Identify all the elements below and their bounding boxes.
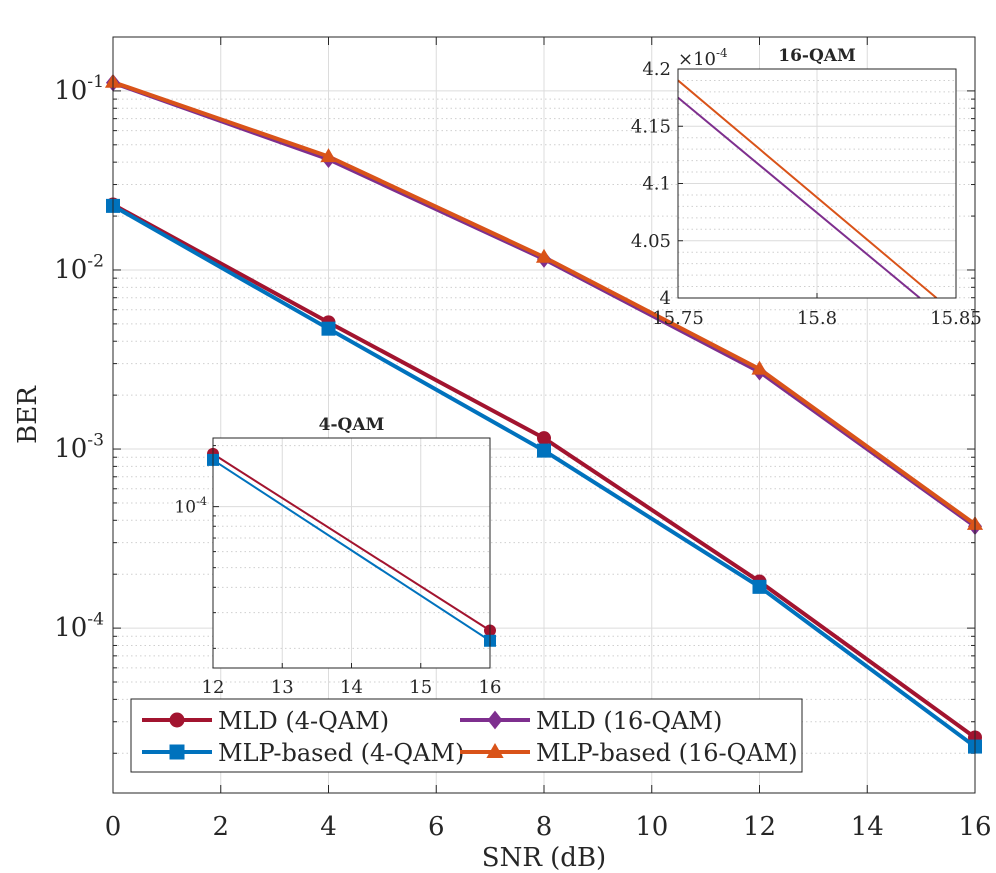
main-series-3-point [537,443,551,458]
main-axes-box [112,36,976,794]
legend-marker-1 [169,712,185,728]
inset-16qam: 15.75 15.8 15.85 4 4.05 4.1 4.15 4.2 ×10-4 16-QAM [631,46,982,329]
inset-16qam-y-tick-label: 4.2 [642,59,671,80]
inset-4qam-x-tick-label: 13 [271,677,294,698]
main-x-tick-label: 2 [212,812,229,842]
inset-4qam-x-tick-label: 16 [479,677,502,698]
main-y-tick-label-base: 10 [54,613,87,643]
main-x-tick-label: 16 [958,812,991,842]
inset-16qam-x-tick-label: 15.8 [797,308,837,329]
main-y-tick-label-base: 10 [54,255,87,285]
legend-marker-3 [169,744,185,760]
main-x-tick-label: 8 [536,812,553,842]
main-y-tick-label: 10-4 [54,609,104,643]
inset-16qam-x-tick-label: 15.85 [930,308,982,329]
main-series-3-point [321,321,336,336]
main-y-tick-label: 10-1 [54,72,104,106]
legend: MLD (4-QAM) MLP-based (4-QAM) MLD (16-QAM)… [130,698,803,773]
main-series-4-point [535,248,553,263]
main-y-tick-label-exponent: -4 [87,609,104,629]
inset-16qam-line-1 [678,96,921,298]
main-x-tick-label: 4 [320,812,337,842]
main-series-4-point [751,360,768,375]
main-y-tick-label-base: 10 [54,76,87,106]
legend-marker-4 [486,743,504,758]
main-x-tick-label: 10 [635,812,668,842]
main-y-axis-label: BER [13,385,43,444]
inset-4qam-x-tick-label: 15 [409,677,432,698]
main-series-3-point [752,579,767,594]
main-x-tick-label: 0 [105,812,122,842]
legend-label-4: MLP-based (16-QAM) [536,739,798,767]
legend-label-3: MLP-based (4-QAM) [218,739,464,767]
inset-16qam-multiplier-base: ×10 [678,49,716,70]
inset-16qam-x-tick-label: 15.75 [652,308,704,329]
inset-4qam-line-1 [212,453,491,632]
main-series-4-point [320,148,337,163]
main-x-axis-label: SNR (dB) [482,843,606,873]
inset-16qam-series [678,79,938,298]
inset-16qam-multiplier-exponent: -4 [716,46,728,60]
inset-16qam-y-tick-label: 4.15 [631,116,671,137]
legend-label-2: MLD (16-QAM) [536,707,722,735]
inset-16qam-y-tick-label: 4.05 [631,231,671,252]
inset-16qam-title: 16-QAM [778,46,856,66]
main-x-tick-label: 14 [851,812,884,842]
main-series [104,73,984,754]
inset-4qam-y-tick-label-base: 10 [174,498,196,518]
inset-16qam-axes-box [677,68,957,299]
legend-marker-2 [487,710,503,730]
inset-4qam-line-2 [212,459,491,642]
inset-4qam-y-tick-label-exponent: -4 [196,495,207,508]
inset-16qam-y-tick-label: 4 [660,288,671,309]
main-x-tick-label: 6 [428,812,445,842]
main-x-tick-label: 12 [743,812,776,842]
inset-16qam-y-tick-label: 4.1 [642,174,671,195]
main-y-tick-label-exponent: -3 [87,430,104,450]
inset-4qam-y-tick-label: 10-4 [174,495,207,518]
inset-4qam-axes-box [212,437,491,669]
main-y-tick-label: 10-2 [54,251,104,285]
main-y-tick-label: 10-3 [54,430,104,464]
legend-box [130,698,803,773]
inset-4qam-x-tick-label: 12 [202,677,225,698]
main-series-1-point [537,431,551,446]
legend-label-1: MLD (4-QAM) [218,707,389,735]
inset-4qam-title: 4-QAM [319,415,385,435]
inset-16qam-line-2 [678,79,938,298]
main-y-tick-label-exponent: -1 [87,72,104,92]
main-ticks [112,37,976,793]
inset-4qam-x-tick-label: 14 [340,677,363,698]
inset-16qam-multiplier: ×10-4 [678,46,728,70]
inset-4qam: 12 13 14 15 16 10-4 4-QAM [174,415,501,698]
main-y-tick-label-base: 10 [54,434,87,464]
main-y-tick-label-exponent: -2 [87,251,104,271]
